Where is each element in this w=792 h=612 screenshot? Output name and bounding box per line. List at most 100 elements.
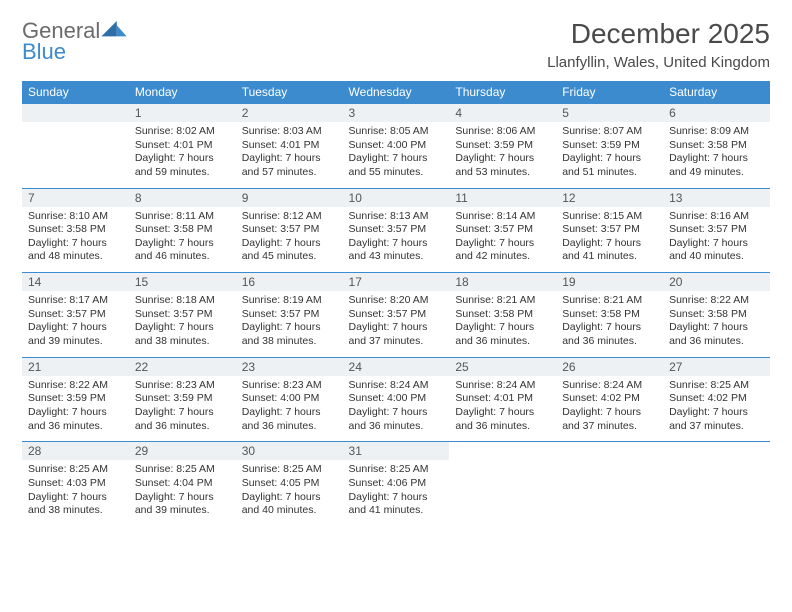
sunrise-line: Sunrise: 8:02 AM: [135, 125, 230, 139]
daylight-line: Daylight: 7 hours and 37 minutes.: [349, 321, 444, 348]
sunrise-line: Sunrise: 8:16 AM: [669, 210, 764, 224]
day-data-cell: Sunrise: 8:18 AMSunset: 3:57 PMDaylight:…: [129, 291, 236, 357]
sunrise-line: Sunrise: 8:15 AM: [562, 210, 657, 224]
daylight-line: Daylight: 7 hours and 43 minutes.: [349, 237, 444, 264]
daylight-line: Daylight: 7 hours and 41 minutes.: [562, 237, 657, 264]
day-data-cell: Sunrise: 8:22 AMSunset: 3:58 PMDaylight:…: [663, 291, 770, 357]
day-data-cell: Sunrise: 8:25 AMSunset: 4:06 PMDaylight:…: [343, 460, 450, 526]
day-number-cell: 15: [129, 273, 236, 292]
sunrise-line: Sunrise: 8:14 AM: [455, 210, 550, 224]
day-number-cell: 25: [449, 357, 556, 376]
week-daynum-row: 28293031: [22, 442, 770, 461]
day-number-cell: 19: [556, 273, 663, 292]
day-data-cell: Sunrise: 8:25 AMSunset: 4:03 PMDaylight:…: [22, 460, 129, 526]
dow-header: Thursday: [449, 81, 556, 104]
day-data-cell: [22, 122, 129, 188]
daylight-line: Daylight: 7 hours and 36 minutes.: [135, 406, 230, 433]
day-number-cell: 12: [556, 188, 663, 207]
day-data-cell: Sunrise: 8:21 AMSunset: 3:58 PMDaylight:…: [449, 291, 556, 357]
daylight-line: Daylight: 7 hours and 39 minutes.: [135, 491, 230, 518]
daylight-line: Daylight: 7 hours and 51 minutes.: [562, 152, 657, 179]
daylight-line: Daylight: 7 hours and 57 minutes.: [242, 152, 337, 179]
sunrise-line: Sunrise: 8:24 AM: [562, 379, 657, 393]
sunrise-line: Sunrise: 8:24 AM: [349, 379, 444, 393]
day-number-cell: [449, 442, 556, 461]
sunset-line: Sunset: 3:57 PM: [242, 223, 337, 237]
day-data-cell: Sunrise: 8:15 AMSunset: 3:57 PMDaylight:…: [556, 207, 663, 273]
calendar-table: SundayMondayTuesdayWednesdayThursdayFrid…: [22, 81, 770, 526]
day-number-cell: 1: [129, 104, 236, 123]
day-number-cell: 13: [663, 188, 770, 207]
daylight-line: Daylight: 7 hours and 36 minutes.: [455, 406, 550, 433]
day-data-cell: Sunrise: 8:25 AMSunset: 4:04 PMDaylight:…: [129, 460, 236, 526]
day-number-cell: 10: [343, 188, 450, 207]
header-bar: General Blue December 2025 Llanfyllin, W…: [22, 18, 770, 71]
day-number-cell: 27: [663, 357, 770, 376]
day-data-cell: Sunrise: 8:23 AMSunset: 4:00 PMDaylight:…: [236, 376, 343, 442]
day-data-cell: Sunrise: 8:22 AMSunset: 3:59 PMDaylight:…: [22, 376, 129, 442]
day-data-cell: Sunrise: 8:14 AMSunset: 3:57 PMDaylight:…: [449, 207, 556, 273]
logo-blue: Blue: [22, 41, 128, 63]
sunset-line: Sunset: 3:57 PM: [349, 308, 444, 322]
day-number-cell: 8: [129, 188, 236, 207]
daylight-line: Daylight: 7 hours and 49 minutes.: [669, 152, 764, 179]
day-number-cell: 29: [129, 442, 236, 461]
sunrise-line: Sunrise: 8:12 AM: [242, 210, 337, 224]
sunset-line: Sunset: 4:00 PM: [349, 139, 444, 153]
day-data-cell: Sunrise: 8:23 AMSunset: 3:59 PMDaylight:…: [129, 376, 236, 442]
sunset-line: Sunset: 3:57 PM: [455, 223, 550, 237]
sunrise-line: Sunrise: 8:09 AM: [669, 125, 764, 139]
day-data-cell: Sunrise: 8:09 AMSunset: 3:58 PMDaylight:…: [663, 122, 770, 188]
day-number-cell: 5: [556, 104, 663, 123]
dow-header-row: SundayMondayTuesdayWednesdayThursdayFrid…: [22, 81, 770, 104]
sunset-line: Sunset: 3:57 PM: [669, 223, 764, 237]
sunset-line: Sunset: 4:01 PM: [455, 392, 550, 406]
sunrise-line: Sunrise: 8:23 AM: [135, 379, 230, 393]
week-data-row: Sunrise: 8:17 AMSunset: 3:57 PMDaylight:…: [22, 291, 770, 357]
day-number-cell: 31: [343, 442, 450, 461]
sunset-line: Sunset: 4:02 PM: [669, 392, 764, 406]
day-number-cell: 30: [236, 442, 343, 461]
sunset-line: Sunset: 4:04 PM: [135, 477, 230, 491]
daylight-line: Daylight: 7 hours and 46 minutes.: [135, 237, 230, 264]
sunrise-line: Sunrise: 8:25 AM: [135, 463, 230, 477]
day-number-cell: 9: [236, 188, 343, 207]
day-data-cell: Sunrise: 8:16 AMSunset: 3:57 PMDaylight:…: [663, 207, 770, 273]
logo-text-block: General Blue: [22, 18, 128, 63]
sunrise-line: Sunrise: 8:10 AM: [28, 210, 123, 224]
day-data-cell: Sunrise: 8:24 AMSunset: 4:01 PMDaylight:…: [449, 376, 556, 442]
sunset-line: Sunset: 3:58 PM: [455, 308, 550, 322]
week-daynum-row: 14151617181920: [22, 273, 770, 292]
week-data-row: Sunrise: 8:10 AMSunset: 3:58 PMDaylight:…: [22, 207, 770, 273]
sunset-line: Sunset: 3:59 PM: [562, 139, 657, 153]
sunrise-line: Sunrise: 8:24 AM: [455, 379, 550, 393]
sunrise-line: Sunrise: 8:25 AM: [349, 463, 444, 477]
sunrise-line: Sunrise: 8:22 AM: [28, 379, 123, 393]
day-data-cell: [449, 460, 556, 526]
sunset-line: Sunset: 4:01 PM: [242, 139, 337, 153]
daylight-line: Daylight: 7 hours and 42 minutes.: [455, 237, 550, 264]
day-number-cell: 20: [663, 273, 770, 292]
daylight-line: Daylight: 7 hours and 36 minutes.: [349, 406, 444, 433]
sunset-line: Sunset: 4:06 PM: [349, 477, 444, 491]
sunrise-line: Sunrise: 8:25 AM: [28, 463, 123, 477]
dow-header: Saturday: [663, 81, 770, 104]
day-data-cell: Sunrise: 8:03 AMSunset: 4:01 PMDaylight:…: [236, 122, 343, 188]
daylight-line: Daylight: 7 hours and 36 minutes.: [28, 406, 123, 433]
sunset-line: Sunset: 3:57 PM: [562, 223, 657, 237]
sunset-line: Sunset: 3:58 PM: [562, 308, 657, 322]
day-data-cell: [663, 460, 770, 526]
day-number-cell: 22: [129, 357, 236, 376]
daylight-line: Daylight: 7 hours and 37 minutes.: [669, 406, 764, 433]
calendar-body: 123456 Sunrise: 8:02 AMSunset: 4:01 PMDa…: [22, 104, 770, 526]
daylight-line: Daylight: 7 hours and 36 minutes.: [669, 321, 764, 348]
day-data-cell: Sunrise: 8:12 AMSunset: 3:57 PMDaylight:…: [236, 207, 343, 273]
day-data-cell: Sunrise: 8:24 AMSunset: 4:02 PMDaylight:…: [556, 376, 663, 442]
dow-header: Monday: [129, 81, 236, 104]
daylight-line: Daylight: 7 hours and 40 minutes.: [242, 491, 337, 518]
sunset-line: Sunset: 3:57 PM: [135, 308, 230, 322]
day-number-cell: 18: [449, 273, 556, 292]
daylight-line: Daylight: 7 hours and 59 minutes.: [135, 152, 230, 179]
daylight-line: Daylight: 7 hours and 38 minutes.: [28, 491, 123, 518]
sunset-line: Sunset: 3:57 PM: [242, 308, 337, 322]
